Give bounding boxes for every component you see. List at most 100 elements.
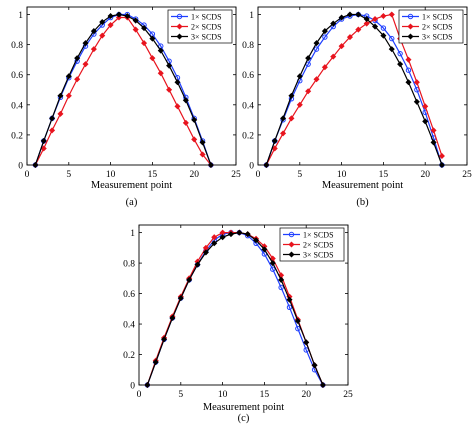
series-line bbox=[34, 13, 212, 166]
data-point bbox=[438, 152, 445, 159]
data-point bbox=[397, 50, 403, 57]
data-point bbox=[65, 92, 72, 99]
data-point bbox=[253, 237, 260, 244]
legend-marker bbox=[176, 23, 183, 30]
legend-label: 2× SCDS bbox=[303, 241, 334, 250]
legend-marker bbox=[288, 231, 295, 238]
y-tick-label: 0.4 bbox=[123, 321, 135, 331]
panel-caption: (a) bbox=[126, 197, 138, 208]
data-point bbox=[202, 249, 209, 256]
data-point bbox=[413, 79, 420, 86]
data-point bbox=[177, 295, 184, 302]
data-point bbox=[338, 43, 345, 50]
legend-entry: 2× SCDS bbox=[283, 241, 334, 250]
legend-entry: 3× SCDS bbox=[402, 33, 453, 42]
data-point bbox=[141, 25, 148, 32]
data-point bbox=[388, 46, 395, 53]
x-tick-label: 15 bbox=[379, 170, 389, 180]
y-tick-label: 0.8 bbox=[11, 41, 23, 51]
panel-caption: (b) bbox=[356, 197, 369, 208]
data-point bbox=[49, 127, 56, 134]
data-point bbox=[319, 381, 326, 389]
series-line bbox=[34, 16, 212, 166]
data-point bbox=[199, 151, 206, 158]
data-point bbox=[74, 55, 81, 62]
data-point bbox=[107, 22, 114, 29]
x-tick-label: 20 bbox=[301, 390, 311, 400]
data-point bbox=[132, 17, 139, 24]
legend-label: 3× SCDS bbox=[422, 33, 453, 42]
y-tick-label: 0 bbox=[130, 382, 135, 392]
data-point bbox=[207, 161, 214, 169]
data-point bbox=[141, 40, 148, 47]
data-point bbox=[305, 55, 312, 62]
data-point bbox=[166, 62, 173, 69]
y-tick-label: 1 bbox=[18, 11, 23, 21]
data-point bbox=[288, 115, 295, 122]
x-tick-label: 15 bbox=[260, 390, 270, 400]
data-point bbox=[270, 266, 276, 272]
data-point bbox=[90, 46, 97, 53]
data-point bbox=[174, 103, 181, 110]
data-point bbox=[296, 73, 303, 80]
data-point bbox=[211, 240, 218, 247]
y-tick-label: 0.6 bbox=[11, 71, 23, 81]
data-point bbox=[346, 11, 353, 18]
panel-caption: (c) bbox=[238, 413, 250, 424]
data-point bbox=[157, 47, 164, 54]
data-point bbox=[269, 260, 276, 267]
data-point bbox=[211, 234, 218, 241]
y-tick-label: 0.2 bbox=[123, 351, 135, 361]
chart-panel-b: 0 5 10 15 20 25 0 0.2 0.4 0.6 0.8 1 Measurement poin… bbox=[242, 6, 472, 208]
y-tick-label: 0.6 bbox=[123, 290, 135, 300]
legend-entry: 2× SCDS bbox=[402, 23, 453, 32]
series-line bbox=[146, 232, 324, 386]
legend-entry: 1× SCDS bbox=[402, 13, 453, 22]
data-point bbox=[388, 11, 395, 18]
data-point bbox=[199, 139, 206, 146]
data-point bbox=[413, 98, 420, 105]
series-line bbox=[265, 13, 443, 166]
data-point bbox=[405, 56, 412, 63]
data-point bbox=[380, 25, 387, 31]
data-point bbox=[278, 284, 284, 291]
x-tick-label: 5 bbox=[66, 170, 71, 180]
data-point bbox=[438, 161, 445, 169]
x-tick-label: 0 bbox=[137, 390, 142, 400]
data-point bbox=[380, 13, 387, 20]
data-point bbox=[261, 246, 268, 253]
data-point bbox=[191, 136, 198, 143]
data-point bbox=[397, 61, 404, 68]
data-point bbox=[191, 116, 198, 123]
data-point bbox=[430, 127, 437, 134]
y-tick-label: 0 bbox=[18, 162, 23, 172]
series-2 bbox=[32, 14, 214, 169]
data-point bbox=[124, 13, 131, 20]
data-point bbox=[311, 362, 318, 369]
data-point bbox=[227, 231, 234, 238]
data-point bbox=[194, 261, 201, 268]
y-tick-label: 0.2 bbox=[11, 131, 23, 141]
data-point bbox=[74, 76, 81, 83]
data-point bbox=[182, 119, 189, 126]
legend-label: 3× SCDS bbox=[303, 251, 334, 260]
y-tick-label: 0.8 bbox=[242, 41, 254, 51]
data-point bbox=[355, 11, 362, 18]
data-point bbox=[313, 76, 320, 83]
data-point bbox=[430, 139, 437, 146]
data-point bbox=[174, 79, 181, 86]
legend-entry: 2× SCDS bbox=[171, 23, 222, 32]
data-point bbox=[278, 276, 285, 283]
y-tick-label: 0.4 bbox=[11, 101, 23, 111]
data-point bbox=[49, 115, 56, 122]
legend-label: 1× SCDS bbox=[422, 13, 453, 22]
data-point bbox=[82, 61, 89, 68]
data-point bbox=[161, 336, 168, 343]
data-point bbox=[294, 317, 301, 325]
x-tick-label: 5 bbox=[297, 170, 302, 180]
data-point bbox=[380, 32, 387, 39]
legend-entry: 3× SCDS bbox=[283, 251, 334, 260]
